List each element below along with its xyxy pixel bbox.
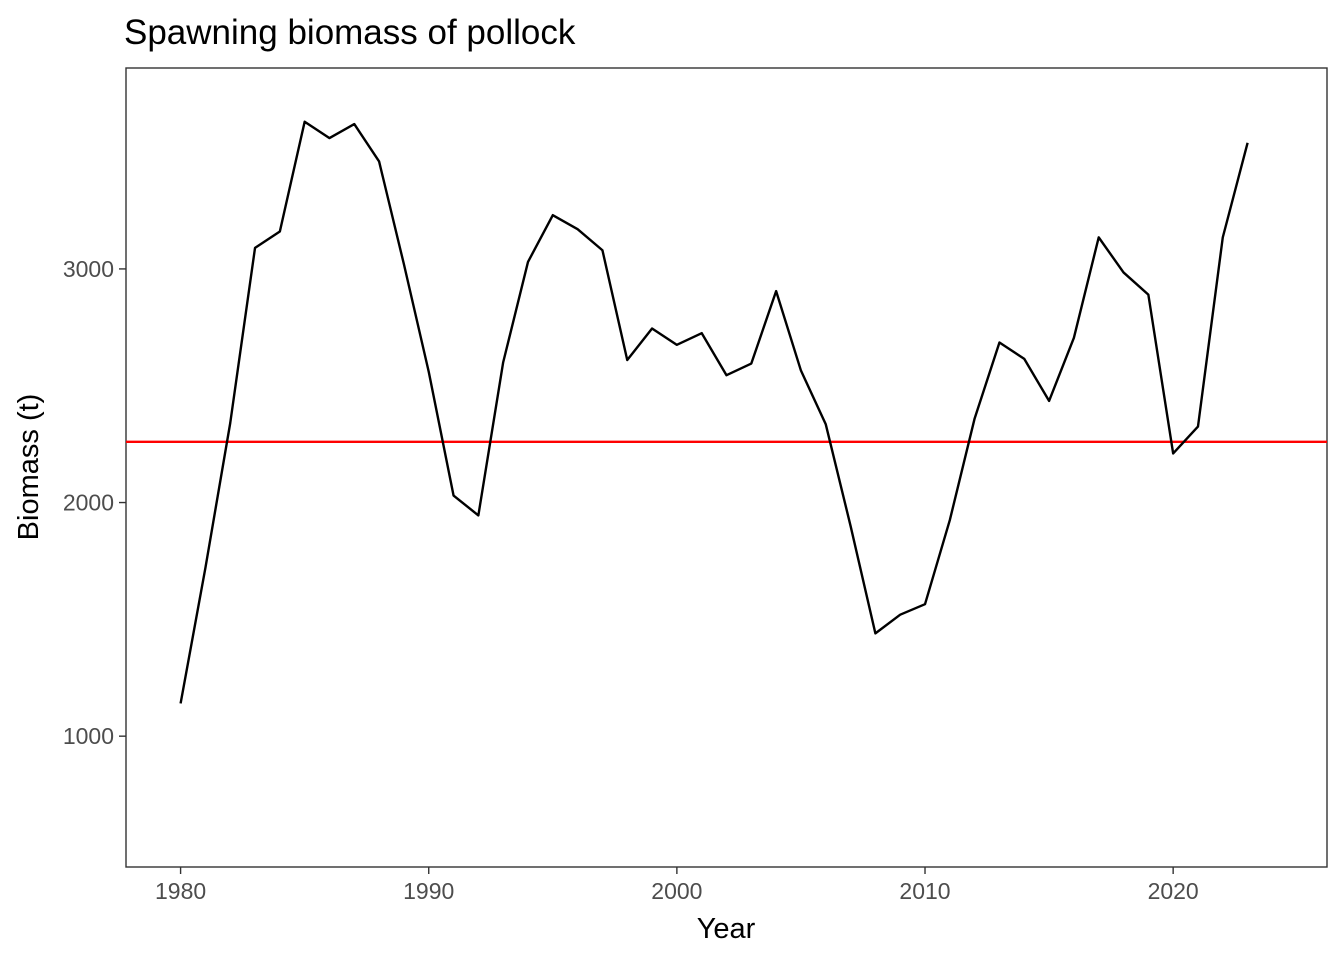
y-tick-label-1000: 1000 [63,723,114,749]
y-axis-title: Biomass (t) [13,394,45,541]
x-tick-label-1980: 1980 [155,878,206,904]
y-tick-label-3000: 3000 [63,256,114,282]
plot-panel [125,67,1328,868]
x-tick-label-2010: 2010 [899,878,950,904]
x-tick-label-1990: 1990 [403,878,454,904]
y-tick-label-2000: 2000 [63,490,114,516]
y-axis: 1000 2000 3000 [63,256,126,749]
series-line-0 [179,120,1249,704]
x-axis: 1980 1990 2000 2010 2020 [155,867,1199,904]
x-axis-title: Year [697,913,756,945]
x-tick-label-2020: 2020 [1148,878,1199,904]
x-tick-label-2000: 2000 [651,878,702,904]
chart-title: Spawning biomass of pollock [124,13,576,52]
series-layer [179,120,1249,704]
